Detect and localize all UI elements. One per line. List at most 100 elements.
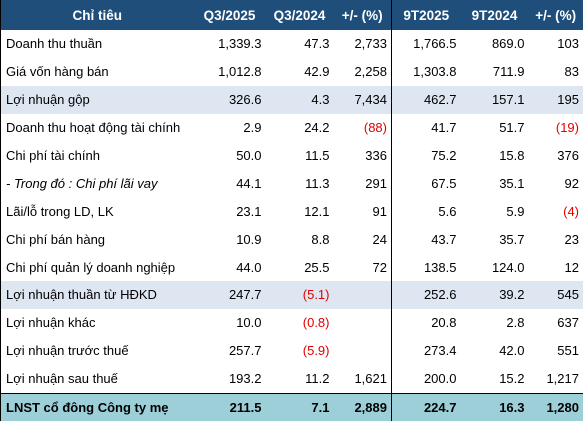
value-ytd-change: 12 [564, 259, 579, 275]
value-q3-2025: 44.1 [236, 175, 262, 191]
table-row: Lợi nhuận gộp 326.6 4.3 7,434 462.7 157.1 195 [0, 85, 583, 114]
table-row: - Trong đó : Chi phí lãi vay 44.1 11.3 291 6… [1, 169, 583, 198]
value-9t-2025: 273.4 [423, 343, 457, 359]
value-q3-2025: 10.9 [236, 231, 262, 247]
value-9t-2025: 5.6 [438, 203, 457, 219]
value-quarter-change: 91 [333, 197, 392, 226]
value-ytd-change: 551 [557, 343, 579, 359]
value-q3-2025: 10.0 [236, 315, 262, 331]
value-9t-2024: 869.0 [491, 36, 525, 52]
value-q3-2025: 247.7 [193, 281, 266, 309]
row-label: Doanh thu thuần [6, 36, 103, 52]
table-row: Lợi nhuận thuần từ HĐKD 247.7 (5.1) 252.6 39… [0, 281, 583, 309]
value-9t-2025: 1,303.8 [413, 64, 457, 80]
value-9t-2024: 16.3 [460, 393, 529, 422]
value-q3-2024: 12.1 [304, 203, 330, 219]
value-9t-2025: 20.8 [431, 315, 457, 331]
value-q3-2025: 50.0 [236, 148, 262, 163]
value-quarter-change: (88) [333, 113, 392, 142]
row-label: Lãi/lỗ trong LD, LK [6, 203, 114, 219]
value-9t-2025: 252.6 [391, 281, 461, 309]
value-q3-2024: 47.3 [304, 36, 330, 52]
row-label: Giá vốn hàng bán [6, 64, 109, 80]
value-q3-2024: 7.1 [265, 393, 334, 422]
value-9t-2024: 157.1 [460, 85, 529, 114]
header-quarter-change: +/- (%) [333, 0, 392, 30]
value-9t-2025: 138.5 [423, 259, 457, 275]
value-ytd-change: 545 [528, 281, 583, 309]
table-row: Doanh thu hoạt động tài chính 2.9 24.2 (88)… [1, 113, 583, 142]
row-label: - Trong đó : Chi phí lãi vay [6, 175, 158, 191]
value-9t-2024: 35.7 [499, 231, 525, 247]
value-ytd-change: (19) [555, 120, 579, 136]
table-row: Chi phí quản lý doanh nghiệp 44.0 25.5 72 13… [1, 253, 583, 282]
value-ytd-change: 103 [557, 36, 579, 52]
value-q3-2024: (5.1) [265, 281, 334, 309]
header-9t-2024: 9T2024 [460, 0, 529, 30]
value-q3-2025: 23.1 [236, 203, 262, 219]
value-ytd-change: 1,280 [528, 393, 583, 422]
table-row: Chi phí bán hàng 10.9 8.8 24 43.7 35.7 23 [1, 225, 583, 254]
value-q3-2025: 211.5 [193, 393, 266, 422]
header-ytd-change: +/- (%) [528, 0, 583, 30]
value-quarter-change: 291 [333, 169, 392, 198]
value-9t-2024: 42.0 [499, 343, 525, 359]
row-label: Lợi nhuận khác [6, 315, 96, 331]
row-label: Chi phí tài chính [6, 148, 100, 163]
value-q3-2024: 25.5 [304, 259, 330, 275]
value-ytd-change: 92 [564, 175, 579, 191]
value-q3-2025: 326.6 [193, 85, 266, 114]
value-9t-2024: 124.0 [491, 259, 525, 275]
value-9t-2025: 41.7 [431, 120, 457, 136]
value-q3-2024: 11.3 [305, 175, 330, 191]
value-quarter-change: 7,434 [333, 85, 392, 114]
value-quarter-change [333, 281, 392, 309]
value-9t-2024: 51.7 [499, 120, 525, 136]
value-ytd-change: 23 [564, 231, 579, 247]
value-ytd-change: 376 [557, 148, 579, 163]
value-q3-2024: 4.3 [265, 85, 334, 114]
value-q3-2024: 8.8 [311, 231, 330, 247]
value-q3-2024: 42.9 [304, 64, 330, 80]
value-q3-2024: (0.8) [302, 315, 330, 331]
value-9t-2024: 15.8 [499, 148, 525, 163]
value-q3-2025: 193.2 [193, 364, 266, 394]
value-9t-2024: 5.9 [506, 203, 525, 219]
table-row: Lợi nhuận khác 10.0 (0.8) 20.8 2.8 637 [1, 308, 583, 337]
value-q3-2024: 11.5 [305, 148, 330, 163]
table-row: Lãi/lỗ trong LD, LK 23.1 12.1 91 5.6 5.9 (4) [1, 197, 583, 226]
value-9t-2024: 2.8 [506, 315, 525, 331]
value-quarter-change [333, 308, 392, 337]
value-9t-2025: 75.2 [431, 148, 457, 163]
row-label: Lợi nhuận trước thuế [6, 343, 129, 359]
row-label: Chi phí quản lý doanh nghiệp [6, 259, 176, 275]
table-row: Lợi nhuận sau thuế 193.2 11.2 1,621 200.0 15.… [0, 364, 583, 394]
value-9t-2025: 224.7 [391, 393, 461, 422]
value-quarter-change [333, 336, 392, 365]
header-9t-2025: 9T2025 [391, 0, 461, 30]
row-label: Doanh thu hoạt động tài chính [6, 120, 181, 136]
value-ytd-change: 637 [557, 315, 579, 331]
value-9t-2024: 35.1 [499, 175, 525, 191]
row-label: Lợi nhuận sau thuế [0, 364, 194, 394]
value-quarter-change: 2,889 [333, 393, 392, 422]
value-9t-2025: 462.7 [391, 85, 461, 114]
value-ytd-change: (4) [563, 203, 579, 219]
value-q3-2024: (5.9) [302, 343, 330, 359]
value-quarter-change: 24 [333, 225, 392, 254]
value-9t-2025: 200.0 [391, 364, 461, 394]
table-row: Lợi nhuận trước thuế 257.7 (5.9) 273.4 42.0 5… [1, 336, 583, 365]
value-q3-2025: 1,339.3 [218, 36, 262, 52]
row-label: Lợi nhuận gộp [0, 85, 194, 114]
value-quarter-change: 72 [333, 253, 392, 282]
value-9t-2025: 1,766.5 [413, 36, 457, 52]
table-body: Doanh thu thuần 1,339.3 47.3 2,733 1,766.5 86… [0, 30, 583, 422]
table-row: Chi phí tài chính 50.0 11.5 336 75.2 15.8 376 [1, 141, 583, 170]
value-q3-2024: 11.2 [265, 364, 334, 394]
value-quarter-change: 2,733 [333, 30, 392, 58]
header-indicator: Chỉ tiêu [0, 0, 194, 30]
header-q3-2024: Q3/2024 [265, 0, 334, 30]
value-q3-2024: 24.2 [304, 120, 330, 136]
value-ytd-change: 83 [564, 64, 579, 80]
